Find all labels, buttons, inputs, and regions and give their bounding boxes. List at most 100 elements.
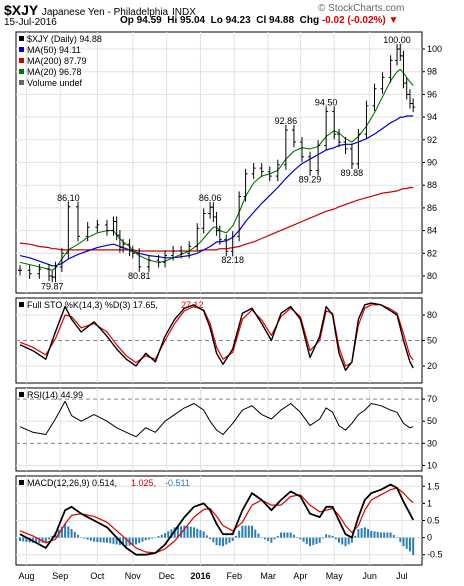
- ohlc-readout: Op 94.59 Hi 95.04 Lo 94.23 Cl 94.88 Chg …: [120, 15, 398, 26]
- macd-histogram-bar: [350, 537, 353, 543]
- macd-histogram-bar: [44, 537, 47, 543]
- y-tick-label: 10: [427, 460, 437, 470]
- legend-swatch: [19, 392, 24, 397]
- price-annotation: 79.87: [41, 281, 64, 291]
- macd-histogram-bar: [109, 537, 112, 544]
- macd-histogram-bar: [99, 537, 102, 543]
- macd-histogram-bar: [131, 537, 134, 546]
- macd-histogram-bar: [344, 537, 347, 547]
- legend-swatch: [19, 47, 24, 52]
- stockcharts-logo: © StockCharts.com: [318, 3, 405, 14]
- close-value: Cl 94.88: [256, 15, 295, 26]
- macd-histogram-bar: [392, 535, 395, 538]
- macd-histogram-bar: [222, 537, 225, 547]
- x-tick-label: Apr: [293, 571, 307, 581]
- macd-histogram-bar: [164, 533, 167, 538]
- panel-frame-2: [15, 387, 423, 472]
- macd-histogram-bar: [373, 531, 376, 538]
- macd-histogram-bar: [260, 537, 263, 539]
- macd-histogram-bar: [360, 528, 363, 538]
- macd-histogram-bar: [205, 535, 208, 538]
- legend-swatch: [19, 80, 24, 85]
- macd-histogram-bar: [83, 537, 86, 539]
- macd-histogram-bar: [241, 525, 244, 538]
- y-tick-label: 90: [427, 158, 437, 168]
- macd-histogram-bar: [321, 537, 324, 539]
- macd-histogram-bar: [112, 537, 115, 544]
- macd-histogram-bar: [238, 530, 241, 538]
- chart-title: $XJY Japanese Yen - Philadelphia INDX: [4, 2, 196, 18]
- price-annotation: 82.18: [221, 255, 244, 265]
- macd-histogram-bar: [408, 537, 411, 552]
- legend-label: 1.025,: [131, 478, 156, 488]
- macd-histogram-bar: [41, 537, 44, 543]
- macd-histogram-bar: [102, 537, 105, 543]
- y-tick-label: 1.5: [427, 481, 440, 491]
- macd-histogram-bar: [122, 537, 125, 546]
- macd-histogram-bar: [399, 537, 402, 542]
- low-value: Lo 94.23: [210, 15, 251, 26]
- macd-histogram-bar: [125, 537, 128, 547]
- legend-label: 27.12: [181, 300, 204, 310]
- macd-histogram-bar: [231, 537, 234, 542]
- macd-histogram-bar: [215, 537, 218, 546]
- macd-histogram-bar: [296, 537, 299, 538]
- macd-histogram-bar: [386, 532, 389, 538]
- macd-signal-line: [19, 487, 414, 554]
- exchange: INDX: [172, 7, 196, 18]
- sto-k-line: [19, 302, 414, 371]
- macd-histogram-bar: [254, 529, 257, 538]
- legend-label: MA(50) 94.11: [27, 45, 81, 55]
- down-arrow-icon: ▼: [388, 15, 399, 26]
- ma200-line: [19, 186, 414, 252]
- legend-swatch: [19, 36, 24, 41]
- macd-histogram-bar: [141, 537, 144, 542]
- macd-histogram-bar: [402, 537, 405, 547]
- x-tick-label: Nov: [125, 571, 142, 581]
- macd-histogram-bar: [331, 535, 334, 538]
- legend-swatch: [19, 302, 24, 307]
- macd-histogram-bar: [154, 537, 157, 539]
- macd-histogram-bar: [186, 526, 189, 538]
- macd-histogram-bar: [135, 537, 138, 545]
- x-tick-label: Dec: [159, 571, 176, 581]
- y-tick-label: -0.5: [427, 550, 443, 560]
- x-tick-label: Feb: [227, 571, 243, 581]
- macd-histogram-bar: [309, 537, 312, 547]
- macd-histogram-bar: [25, 537, 28, 542]
- macd-histogram-bar: [286, 532, 289, 538]
- macd-histogram-bar: [383, 532, 386, 538]
- macd-histogram-bar: [212, 537, 215, 543]
- y-tick-label: 82: [427, 248, 437, 258]
- macd-histogram-bar: [263, 537, 266, 540]
- macd-histogram-bar: [363, 527, 366, 538]
- macd-histogram-bar: [48, 537, 51, 540]
- legend-label: RSI(14) 44.99: [27, 390, 83, 400]
- y-tick-label: 86: [427, 203, 437, 213]
- macd-histogram-bar: [73, 531, 76, 538]
- macd-histogram-bar: [370, 530, 373, 538]
- macd-histogram-bar: [247, 525, 250, 538]
- price-annotation: 89.88: [341, 168, 364, 178]
- macd-histogram-bar: [106, 537, 109, 543]
- macd-histogram-bar: [51, 535, 54, 538]
- macd-histogram-bar: [257, 533, 260, 538]
- macd-histogram-bar: [77, 534, 80, 538]
- macd-histogram-bar: [315, 537, 318, 544]
- legend-label: MACD(12,26,9) 0.514,: [27, 478, 117, 488]
- price-annotation: 86.06: [199, 193, 222, 203]
- ma20-line: [19, 68, 414, 271]
- rsi-line: [19, 400, 414, 438]
- macd-histogram-bar: [96, 537, 99, 542]
- y-tick-label: 0: [427, 533, 432, 543]
- y-tick-label: 92: [427, 135, 437, 145]
- macd-histogram-bar: [354, 535, 357, 538]
- macd-histogram-bar: [167, 531, 170, 538]
- macd-histogram-bar: [173, 527, 176, 538]
- y-tick-label: 0.5: [427, 516, 440, 526]
- macd-histogram-bar: [341, 537, 344, 545]
- change-label: Chg: [299, 15, 320, 26]
- ticker: $XJY: [4, 2, 38, 18]
- price-annotation: 86.10: [57, 193, 80, 203]
- macd-histogram-bar: [283, 532, 286, 538]
